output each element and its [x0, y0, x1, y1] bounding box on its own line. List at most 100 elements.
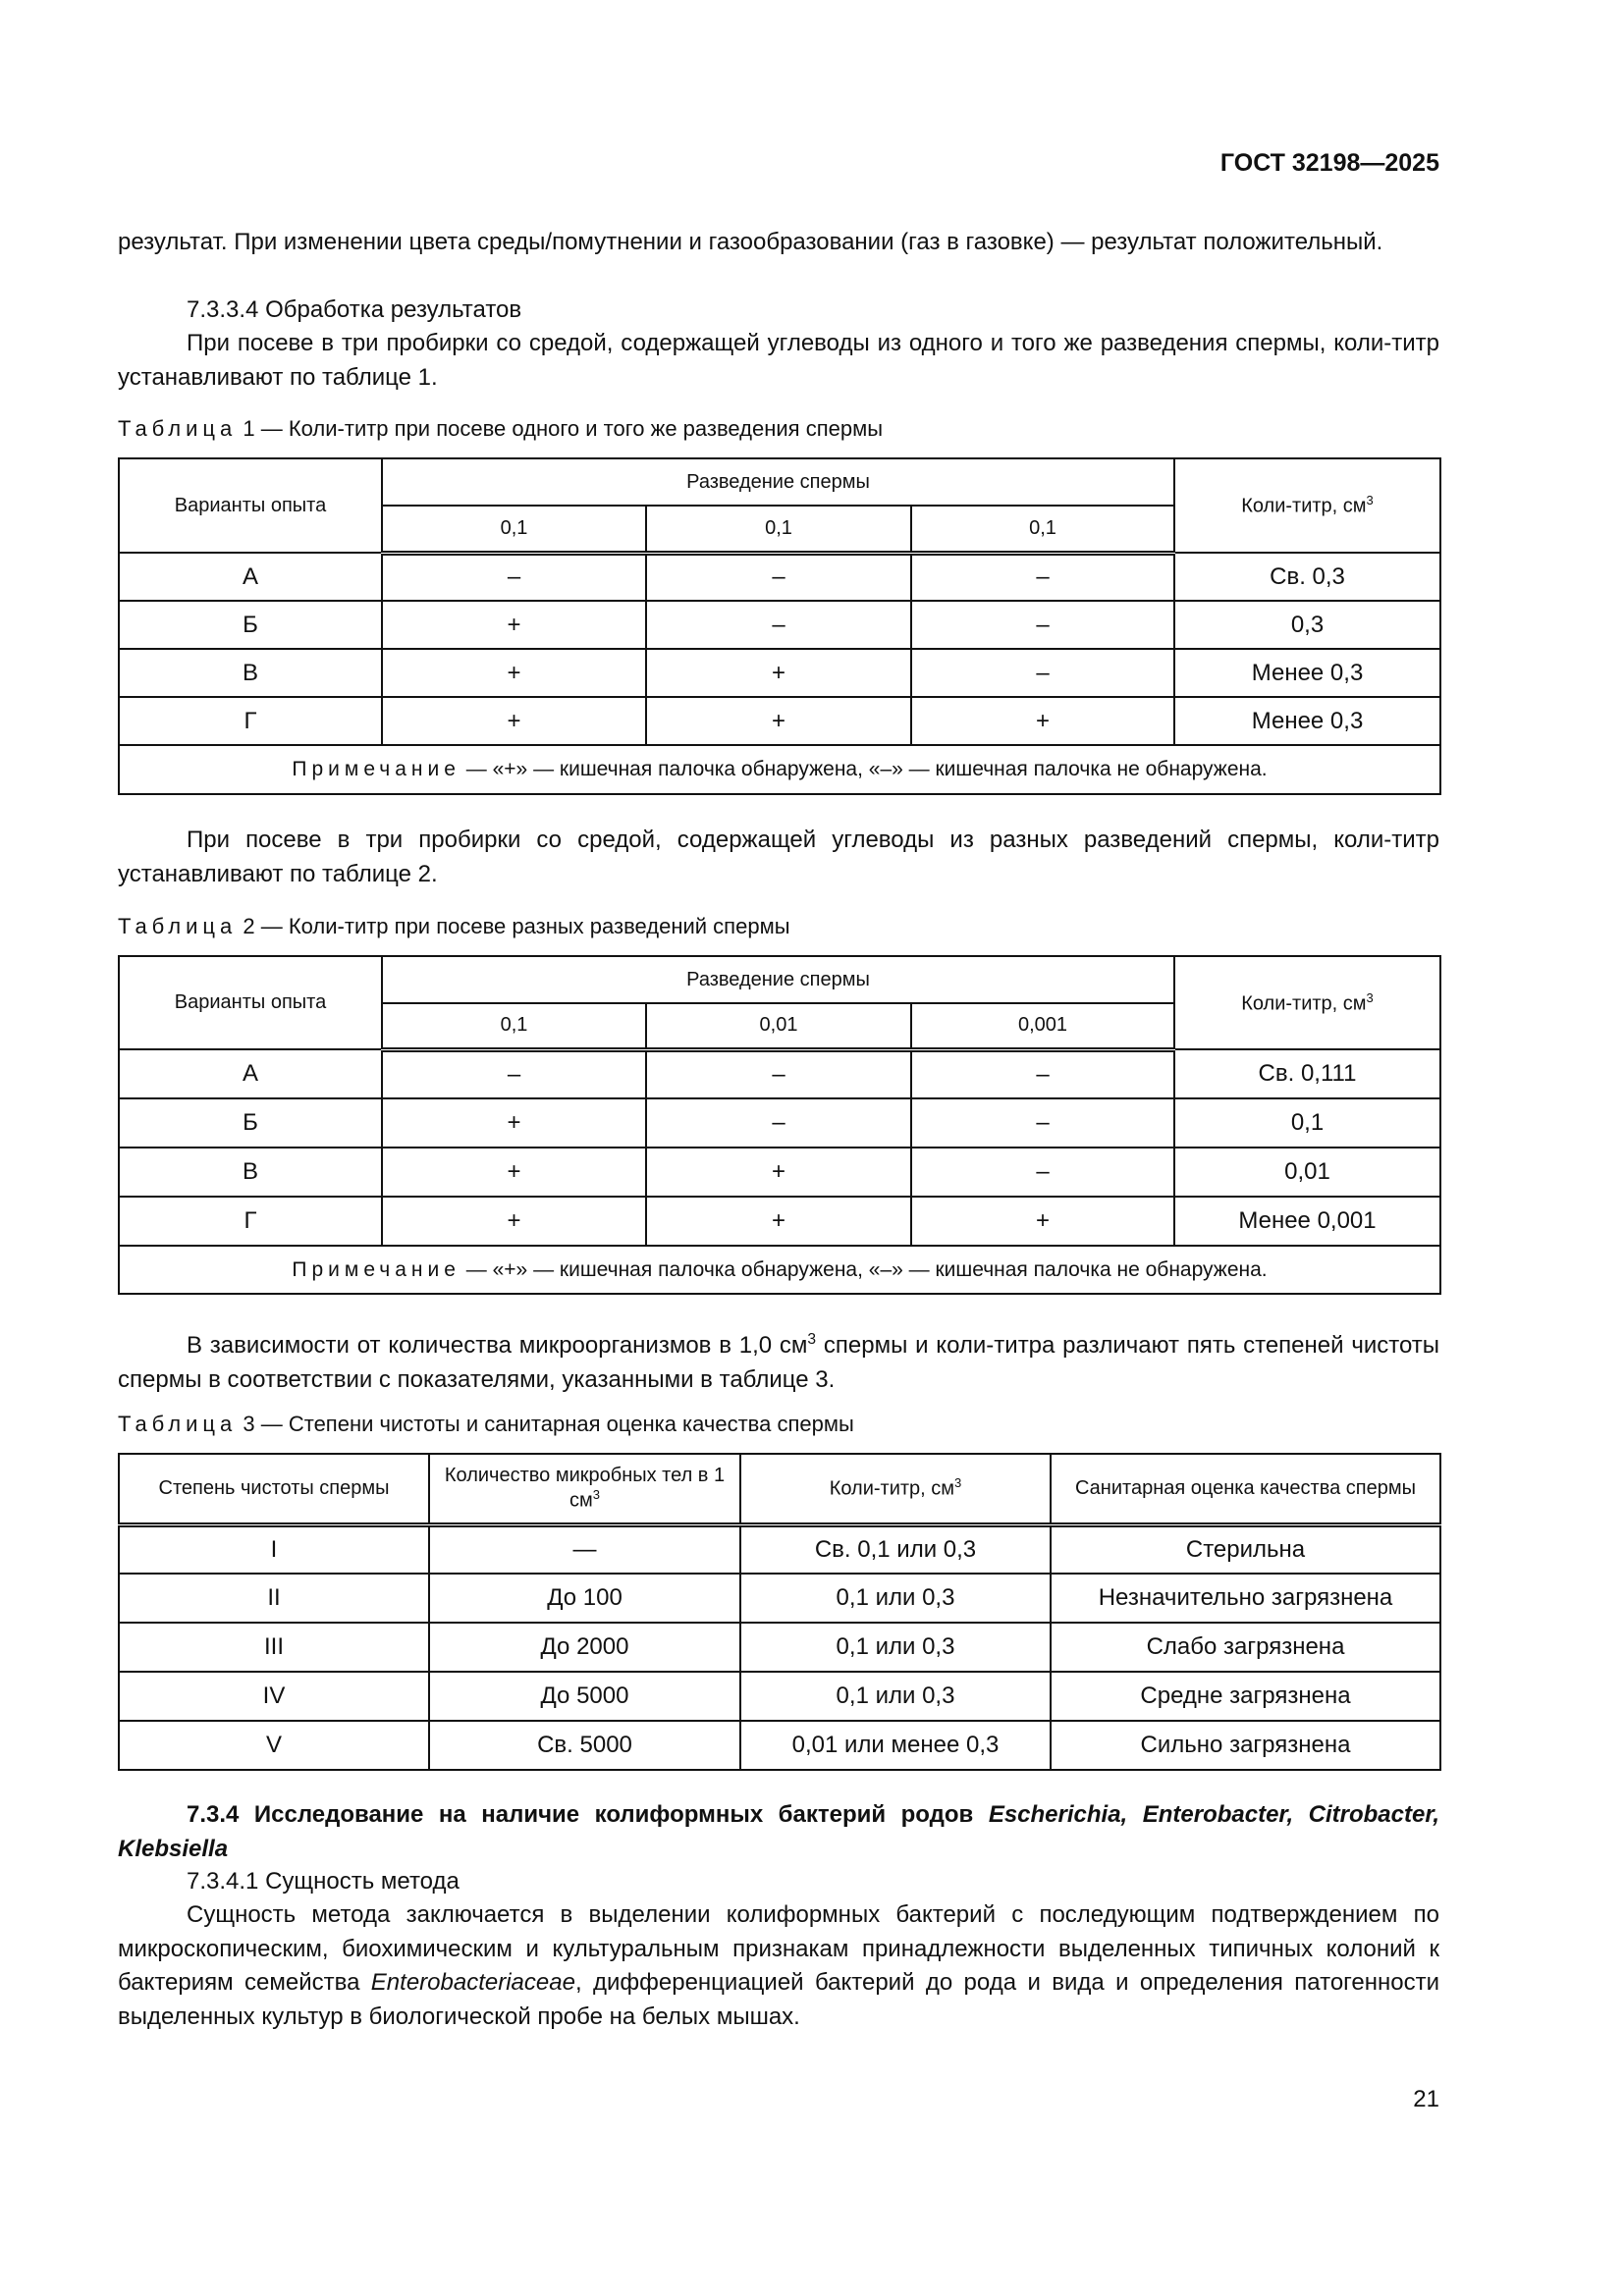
- table-cell: Средне загрязнена: [1050, 1671, 1441, 1722]
- table-cell: А: [118, 1048, 383, 1099]
- table-cell: 0,01 или менее 0,3: [739, 1720, 1052, 1771]
- table-cell: В: [118, 648, 383, 698]
- header-cell: Санитарная оценка качества спермы: [1050, 1453, 1441, 1527]
- table-cell: –: [910, 648, 1175, 698]
- section-heading: 7.3.3.4 Обработка результатов: [187, 296, 522, 323]
- table-note: Примечание — «+» — кишечная палочка обна…: [118, 1245, 1441, 1295]
- table-cell: I: [118, 1523, 430, 1575]
- table-row: V Св. 5000 0,01 или менее 0,3 Сильно загряз…: [118, 1720, 1441, 1771]
- table-cell: II: [118, 1573, 430, 1624]
- header-cell: Степень чистоты спермы: [118, 1453, 430, 1527]
- table-caption: Таблица 3 — Степени чистоты и санитарная…: [118, 1412, 1439, 1437]
- caption-text: 1 — Коли-титр при посеве одного и того ж…: [243, 416, 884, 441]
- table-cell: А: [118, 552, 383, 602]
- table-cell: Б: [118, 1097, 383, 1148]
- table-cell: Г: [118, 696, 383, 746]
- table-3: Степень чистоты спермы Количество микроб…: [118, 1453, 1441, 1771]
- table-cell: 0,1 или 0,3: [739, 1573, 1052, 1624]
- paragraph: В зависимости от количества микроорганиз…: [118, 1331, 1440, 1393]
- table-cell: Г: [118, 1196, 383, 1247]
- table-cell: До 2000: [428, 1622, 741, 1673]
- table-cell: III: [118, 1622, 430, 1673]
- table-row: Б + – –0,1: [118, 1097, 1441, 1148]
- table-cell: Слабо загрязнена: [1050, 1622, 1441, 1673]
- caption-text: 2 — Коли-титр при посеве разных разведен…: [243, 914, 790, 938]
- paragraph: результат. При изменении цвета среды/пом…: [118, 229, 1383, 255]
- header-cell: Количество микробных тел в 1 см3: [428, 1453, 741, 1527]
- table-cell: –: [645, 1048, 912, 1099]
- table-cell: +: [381, 600, 647, 650]
- table-2: Варианты опыта Разведение спермы Коли-титр…: [118, 955, 1441, 1295]
- header-cell: Разведение спермы: [381, 457, 1175, 507]
- caption-text: 3 — Степени чистоты и санитарная оценка …: [243, 1412, 854, 1436]
- header-cell: 0,01: [645, 1002, 912, 1052]
- table-cell: +: [645, 696, 912, 746]
- table-cell: 0,1 или 0,3: [739, 1622, 1052, 1673]
- header-cell: Варианты опыта: [118, 955, 383, 1050]
- table-row: II До 100 0,1 или 0,3 Незначительно загрязн…: [118, 1573, 1441, 1624]
- table-cell: 0,1 или 0,3: [739, 1671, 1052, 1722]
- section-heading: 7.3.4 Исследование на наличие колиформны…: [118, 1801, 1439, 1862]
- table-caption: Таблица 1 — Коли-титр при посеве одного …: [118, 416, 1439, 442]
- table-cell: В: [118, 1147, 383, 1198]
- table-cell: +: [381, 648, 647, 698]
- table-cell: Менее 0,3: [1173, 696, 1441, 746]
- caption-label: Таблица: [118, 416, 238, 441]
- table-row: Г + + + Менее 0,001: [118, 1196, 1441, 1247]
- table-cell: +: [645, 1196, 912, 1247]
- table-row: В + + – Менее 0,3: [118, 648, 1441, 698]
- table-row: Г + + + Менее 0,3: [118, 696, 1441, 746]
- header-cell: 0,1: [381, 505, 647, 556]
- table-cell: –: [381, 1048, 647, 1099]
- table-cell: Св. 5000: [428, 1720, 741, 1771]
- paragraph: При посеве в три пробирки со средой, сод…: [118, 827, 1439, 887]
- header-cell: Коли-титр, см3: [1173, 457, 1441, 554]
- table-cell: Св. 0,1 или 0,3: [739, 1523, 1052, 1575]
- table-cell: Св. 0,3: [1173, 552, 1441, 602]
- table-cell: +: [381, 1196, 647, 1247]
- table-cell: Стерильна: [1050, 1523, 1441, 1575]
- table-cell: –: [910, 1097, 1175, 1148]
- table-row: А – – – Св. 0,111: [118, 1048, 1441, 1099]
- table-cell: –: [645, 552, 912, 602]
- table-cell: –: [910, 552, 1175, 602]
- table-cell: +: [381, 696, 647, 746]
- header-cell: 0,1: [645, 505, 912, 556]
- table-row: III До 2000 0,1 или 0,3 Слабо загрязнена: [118, 1622, 1441, 1673]
- table-cell: Менее 0,001: [1173, 1196, 1441, 1247]
- caption-label: Таблица: [118, 1412, 238, 1436]
- table-cell: Менее 0,3: [1173, 648, 1441, 698]
- table-cell: +: [645, 1147, 912, 1198]
- table-cell: Незначительно загрязнена: [1050, 1573, 1441, 1624]
- table-row: I — Св. 0,1 или 0,3 Стерильна: [118, 1523, 1441, 1575]
- table-cell: V: [118, 1720, 430, 1771]
- document-id: ГОСТ 32198—2025: [1219, 149, 1439, 177]
- header-cell: Коли-титр, см3: [1173, 955, 1441, 1050]
- table-cell: —: [428, 1523, 741, 1575]
- header-cell: 0,1: [910, 505, 1175, 556]
- table-cell: +: [381, 1147, 647, 1198]
- table-cell: +: [910, 1196, 1175, 1247]
- table-cell: +: [645, 648, 912, 698]
- table-cell: +: [381, 1097, 647, 1148]
- header-cell: Варианты опыта: [118, 457, 383, 554]
- table-row: В + + –0,01: [118, 1147, 1441, 1198]
- paragraph: Сущность метода заключается в выделении …: [118, 1901, 1440, 2030]
- table-cell: IV: [118, 1671, 430, 1722]
- table-row: Б + – –0,3: [118, 600, 1441, 650]
- header-cell: 0,1: [381, 1002, 647, 1052]
- table-note: Примечание — «+» — кишечная палочка обна…: [118, 744, 1441, 795]
- table-cell: 0,3: [1173, 600, 1441, 650]
- table-caption: Таблица 2 — Коли-титр при посеве разных …: [118, 914, 1439, 939]
- table-cell: –: [910, 600, 1175, 650]
- section-heading: 7.3.4.1 Сущность метода: [187, 1868, 460, 1895]
- table-row: А – – – Св. 0,3: [118, 552, 1441, 602]
- header-cell: 0,001: [910, 1002, 1175, 1052]
- table-cell: 0,01: [1173, 1147, 1441, 1198]
- paragraph: При посеве в три пробирки со средой, сод…: [118, 330, 1439, 391]
- header-cell: Разведение спермы: [381, 955, 1175, 1004]
- page-number: 21: [1413, 2086, 1439, 2112]
- table-cell: Св. 0,111: [1173, 1048, 1441, 1099]
- table-cell: –: [381, 552, 647, 602]
- table-cell: Сильно загрязнена: [1050, 1720, 1441, 1771]
